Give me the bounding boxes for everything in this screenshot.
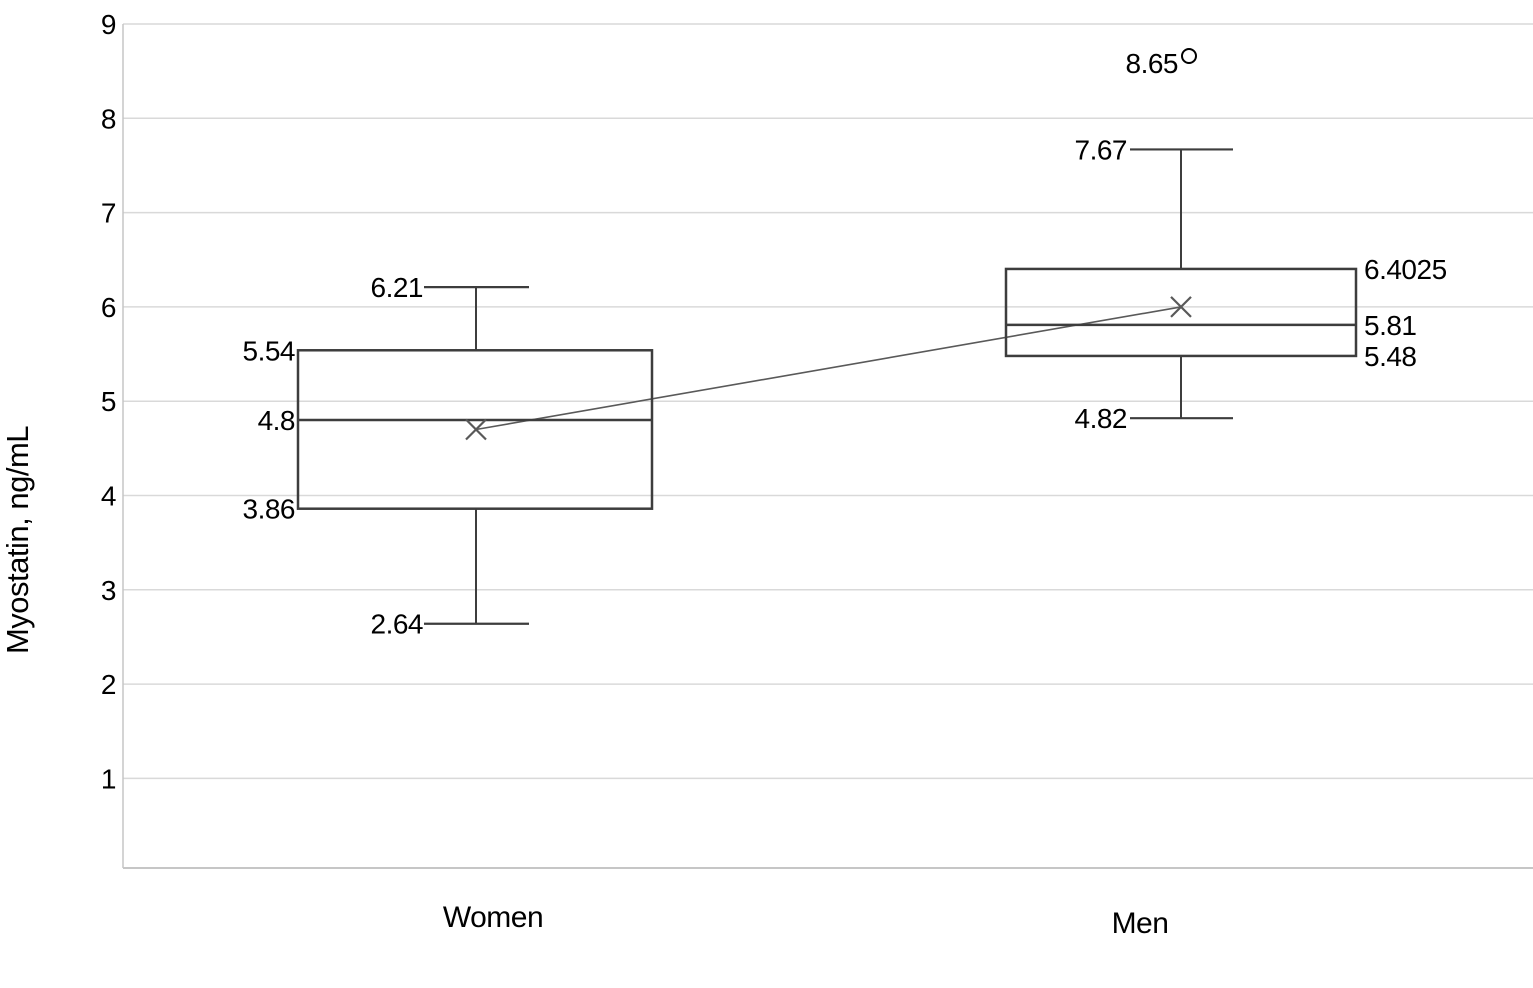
iqr-box-women xyxy=(296,349,654,510)
label-outlier-men: 8.65 xyxy=(1126,48,1179,79)
y-axis-title: Myostatin, ng/mL xyxy=(0,426,35,654)
label-q3-women: 5.54 xyxy=(243,335,296,366)
y-tick-label-4: 4 xyxy=(101,481,116,512)
label-q1-women: 3.86 xyxy=(243,494,296,525)
y-tick-label-7: 7 xyxy=(101,198,116,229)
label-whisker_low-men: 4.82 xyxy=(1075,403,1128,434)
y-tick-label-5: 5 xyxy=(101,386,116,417)
mean-marker-x-men xyxy=(1170,296,1192,318)
x-category-label-women: Women xyxy=(443,901,543,934)
y-tick-label-6: 6 xyxy=(101,292,116,323)
y-tick-label-1: 1 xyxy=(101,763,116,794)
y-tick-label-3: 3 xyxy=(101,575,116,606)
mean-marker-x-women xyxy=(465,418,487,441)
y-tick-label-2: 2 xyxy=(101,669,116,700)
iqr-box-men xyxy=(1004,267,1358,358)
y-tick-label-9: 9 xyxy=(101,9,116,40)
x-category-label-men: Men xyxy=(1112,907,1169,940)
label-q1-men: 5.48 xyxy=(1364,341,1417,372)
label-q3-men: 6.4025 xyxy=(1364,254,1447,285)
label-median-women: 4.8 xyxy=(258,405,295,436)
label-whisker_high-women: 6.21 xyxy=(371,272,424,303)
mean-connector-line xyxy=(475,306,1182,431)
label-median-men: 5.81 xyxy=(1364,310,1417,341)
outlier-marker-men xyxy=(1181,48,1197,65)
label-whisker_high-men: 7.67 xyxy=(1075,134,1128,165)
label-whisker_low-women: 2.64 xyxy=(371,609,424,640)
y-tick-label-8: 8 xyxy=(101,103,116,134)
